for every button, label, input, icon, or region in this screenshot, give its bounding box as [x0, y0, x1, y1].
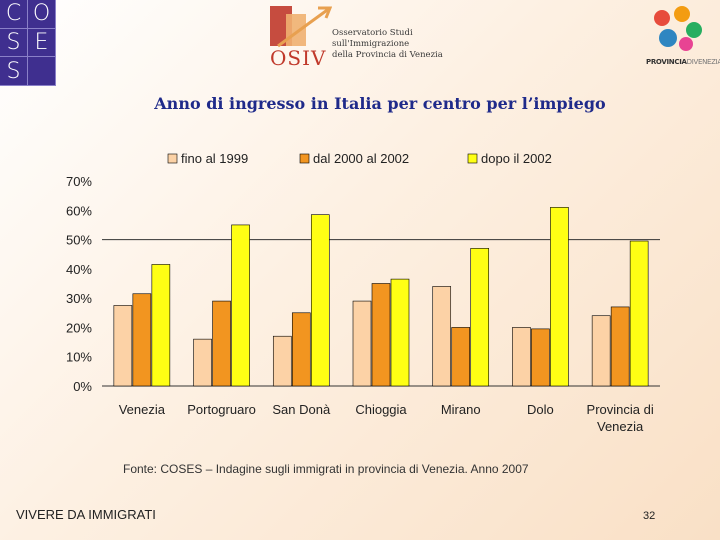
bar-1 [291, 312, 311, 387]
footer-label: VIVERE DA IMMIGRATI [16, 507, 156, 522]
osiv-logo: OSIV Osservatorio Studi sull'Immigrazion… [268, 4, 458, 72]
coses-letter: S [0, 57, 28, 86]
bar-2 [629, 240, 649, 387]
osiv-subtitle: Osservatorio Studi sull'Immigrazione del… [332, 28, 462, 61]
bar-1 [531, 328, 550, 387]
x-tick-label: San Donà [272, 402, 331, 417]
x-tick-label: Chioggia [355, 402, 407, 417]
x-tick-label-line: Mirano [441, 402, 481, 417]
coses-letter: C [0, 0, 28, 29]
coses-letter: O [28, 0, 56, 29]
provincia-logo: PROVINCIADIVENEZIA [646, 4, 720, 70]
bar-0 [113, 305, 133, 387]
bar-0 [591, 315, 611, 387]
bar-0 [352, 300, 372, 387]
osiv-line: Osservatorio Studi [332, 28, 413, 38]
bar-1 [610, 306, 630, 387]
bar-0 [272, 335, 292, 387]
bar-1 [451, 327, 471, 387]
osiv-line: sull'Immigrazione [332, 39, 410, 49]
x-tick-label-line: Venezia [597, 419, 644, 434]
x-tick-label: Provincia di Venezia [587, 402, 654, 434]
source-note: Fonte: COSES – Indagine sugli immigrati … [123, 462, 529, 476]
x-tick-label-line: Chioggia [355, 402, 407, 417]
y-tick-label: 50% [66, 233, 92, 248]
legend-swatch [299, 153, 310, 164]
y-tick-label: 60% [66, 203, 92, 218]
bar-1 [371, 283, 391, 387]
bar-2 [470, 248, 490, 387]
x-tick-label: Mirano [441, 402, 481, 417]
coses-letter: S [0, 28, 28, 58]
x-tick-label: Venezia [119, 402, 166, 417]
bar-2 [231, 224, 250, 387]
x-tick-label: Portogruaro [187, 402, 256, 417]
y-tick-label: 20% [66, 320, 92, 335]
legend-label: fino al 1999 [181, 151, 248, 166]
bar-2 [390, 278, 410, 387]
legend-label: dal 2000 al 2002 [313, 151, 409, 166]
bar-1 [132, 293, 152, 387]
bar-chart: 0% 10% 20% 30% 40% 50% 60% 70% Venezia Portogruar… [66, 151, 660, 434]
x-tick-label: Dolo [527, 402, 554, 417]
bar-0 [193, 338, 212, 387]
x-tick-label-line: Dolo [527, 402, 554, 417]
y-tick-label: 30% [66, 291, 92, 306]
y-tick-label: 10% [66, 350, 92, 365]
bar-2 [550, 207, 569, 387]
provincia-name: PROVINCIADIVENEZIA [646, 58, 720, 66]
coses-logo: C O S E S [0, 0, 56, 86]
y-tick-label: 0% [73, 379, 92, 394]
x-tick-label-line: Portogruaro [187, 402, 256, 417]
coses-letter: E [28, 28, 56, 58]
provincia-emblem-icon [654, 6, 702, 51]
y-tick-label: 70% [66, 174, 92, 189]
osiv-mark-text: OSIV [270, 46, 327, 70]
osiv-line: della Provincia di Venezia [332, 50, 443, 60]
coses-letter [28, 57, 56, 86]
bar-2 [151, 264, 171, 387]
osiv-mark-icon [270, 6, 332, 48]
bar-0 [432, 286, 452, 387]
bar-1 [212, 300, 231, 387]
x-tick-label-line: Venezia [119, 402, 166, 417]
page-number: 32 [643, 510, 656, 522]
provincia-part2: DIVENEZIA [686, 58, 720, 66]
chart-title: Anno di ingresso in Italia per centro pe… [154, 94, 606, 113]
legend-swatch [167, 153, 178, 164]
y-tick-label: 40% [66, 262, 92, 277]
bar-0 [512, 327, 531, 387]
x-tick-label-line: San Donà [272, 402, 331, 417]
legend-swatch [467, 153, 478, 164]
bar-2 [310, 214, 330, 387]
legend-label: dopo il 2002 [481, 151, 552, 166]
x-tick-label-line: Provincia di [587, 402, 654, 417]
provincia-part1: PROVINCIA [646, 58, 687, 66]
